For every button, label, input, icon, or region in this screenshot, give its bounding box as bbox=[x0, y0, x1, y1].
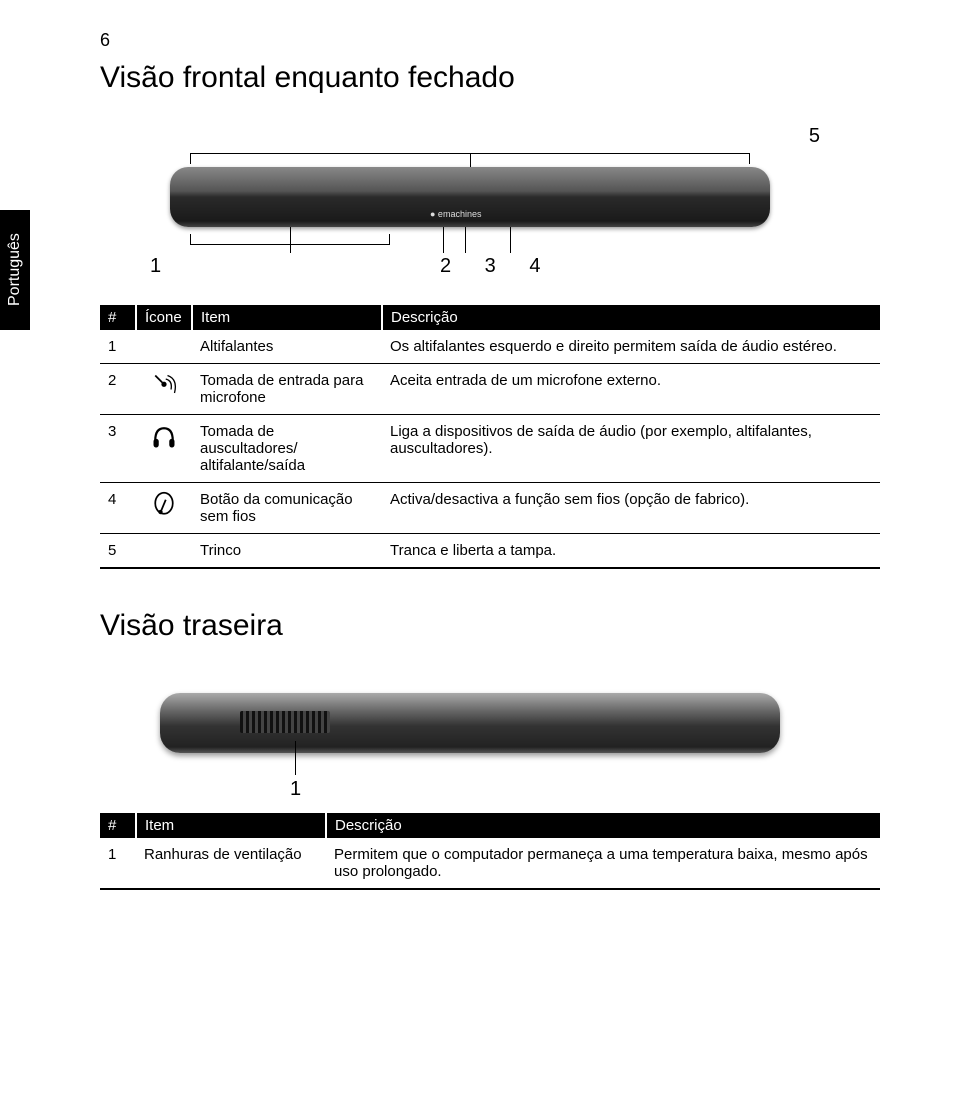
table-row: 4 Botão da comunicação sem fiosActiva/des… bbox=[100, 483, 880, 534]
th2-num: # bbox=[100, 813, 136, 838]
cell-desc: Activa/desactiva a função sem fios (opçã… bbox=[382, 483, 880, 534]
cell-item: Botão da comunicação sem fios bbox=[192, 483, 382, 534]
cell-desc: Permitem que o computador permaneça a um… bbox=[326, 838, 880, 889]
rear-view-figure: 1 bbox=[100, 673, 880, 803]
cell-item: Tomada de auscultadores/ altifalante/saí… bbox=[192, 415, 382, 483]
cell-icon-empty bbox=[136, 330, 192, 364]
th-item: Item bbox=[192, 305, 382, 330]
headphones-icon bbox=[136, 415, 192, 483]
table-row: 2 Tomada de entrada para microfoneAceita … bbox=[100, 364, 880, 415]
cell-num: 5 bbox=[100, 534, 136, 569]
cell-item: Ranhuras de ventilação bbox=[136, 838, 326, 889]
laptop-front-illustration: ● emachines bbox=[170, 167, 770, 227]
callout-5: 5 bbox=[809, 125, 820, 148]
rear-view-table: # Item Descrição 1Ranhuras de ventilação… bbox=[100, 813, 880, 890]
th2-item: Item bbox=[136, 813, 326, 838]
table-row: 3 Tomada de auscultadores/ altifalante/sa… bbox=[100, 415, 880, 483]
cell-item: Tomada de entrada para microfone bbox=[192, 364, 382, 415]
callout-234: 2 3 4 bbox=[440, 255, 554, 278]
cell-item: Altifalantes bbox=[192, 330, 382, 364]
front-view-figure: 5 ● emachines 1 2 3 4 bbox=[100, 115, 880, 285]
cell-desc: Os altifalantes esquerdo e direito permi… bbox=[382, 330, 880, 364]
th-icon: Ícone bbox=[136, 305, 192, 330]
cell-icon-empty bbox=[136, 534, 192, 569]
cell-item: Trinco bbox=[192, 534, 382, 569]
cell-desc: Aceita entrada de um microfone externo. bbox=[382, 364, 880, 415]
section1-title: Visão frontal enquanto fechado bbox=[100, 61, 880, 95]
cell-desc: Tranca e liberta a tampa. bbox=[382, 534, 880, 569]
cell-num: 2 bbox=[100, 364, 136, 415]
rear-callout-1: 1 bbox=[290, 778, 301, 801]
table-row: 1 AltifalantesOs altifalantes esquerdo e … bbox=[100, 330, 880, 364]
mic-icon bbox=[136, 364, 192, 415]
cell-num: 3 bbox=[100, 415, 136, 483]
section2-title: Visão traseira bbox=[100, 609, 880, 643]
cell-num: 1 bbox=[100, 838, 136, 889]
front-view-table: # Ícone Item Descrição 1 AltifalantesOs a… bbox=[100, 305, 880, 569]
callout-1: 1 bbox=[150, 255, 161, 278]
page-number: 6 bbox=[100, 30, 880, 51]
table-row: 5 TrincoTranca e liberta a tampa. bbox=[100, 534, 880, 569]
th-desc: Descrição bbox=[382, 305, 880, 330]
th2-desc: Descrição bbox=[326, 813, 880, 838]
th-num: # bbox=[100, 305, 136, 330]
laptop-rear-illustration bbox=[160, 693, 780, 753]
cell-num: 4 bbox=[100, 483, 136, 534]
wireless-icon bbox=[136, 483, 192, 534]
cell-num: 1 bbox=[100, 330, 136, 364]
language-tab: Português bbox=[0, 210, 30, 330]
table-row: 1Ranhuras de ventilaçãoPermitem que o co… bbox=[100, 838, 880, 889]
cell-desc: Liga a dispositivos de saída de áudio (p… bbox=[382, 415, 880, 483]
